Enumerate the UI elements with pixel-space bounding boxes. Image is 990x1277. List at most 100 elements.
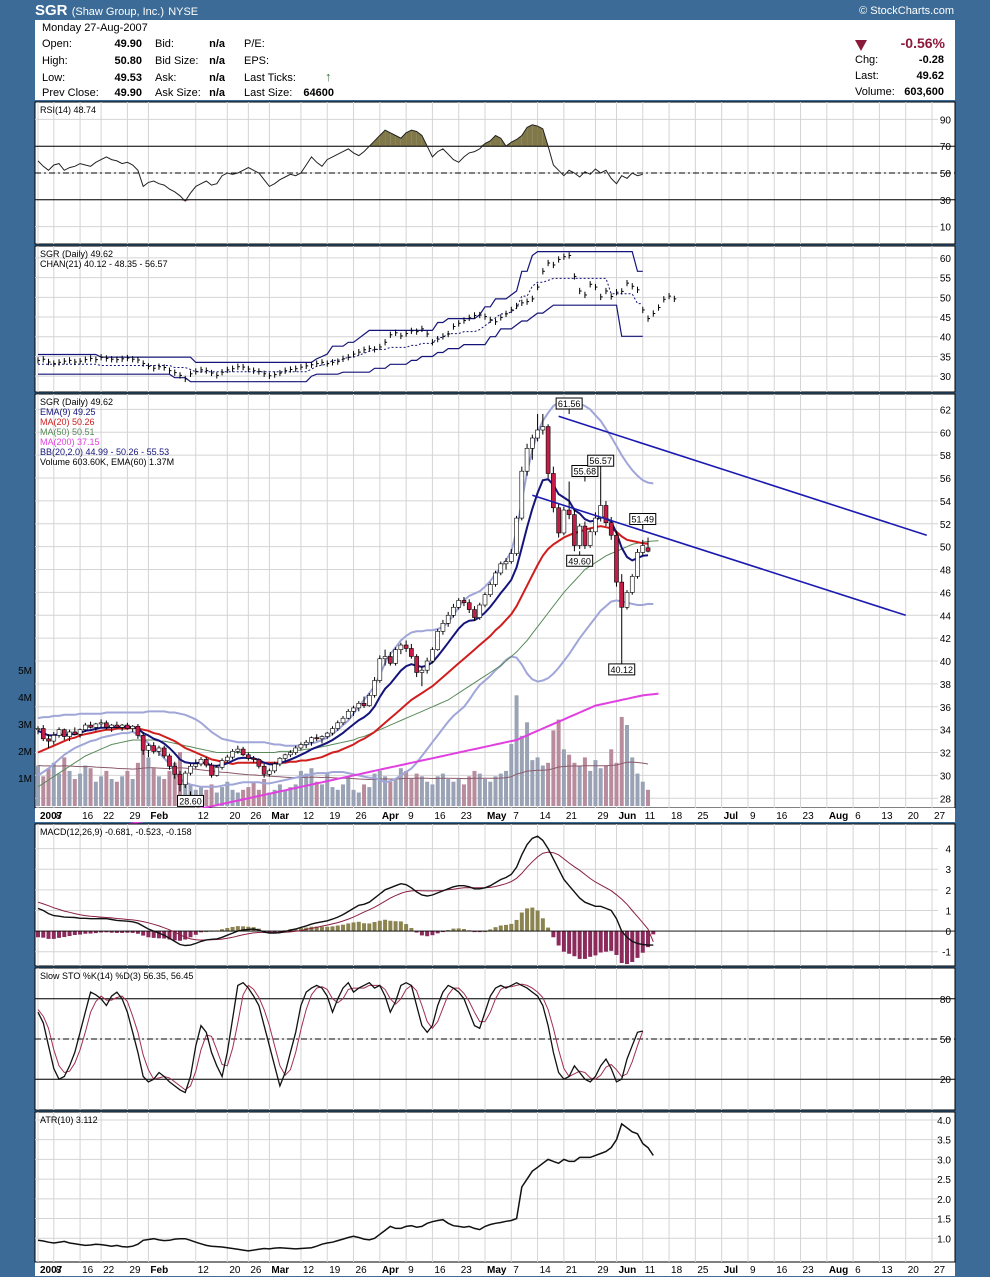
candle-body (419, 669, 425, 673)
candle-body (225, 756, 230, 761)
x-tick-label: 18 (671, 1265, 683, 1276)
x-tick-label: 29 (597, 811, 609, 822)
rsi-overbought-fill (395, 135, 401, 147)
candle-body (298, 744, 304, 749)
candle-body (372, 680, 377, 696)
candle-body (619, 581, 625, 608)
candle-body (608, 522, 614, 536)
y-tick-label: 30 (940, 771, 952, 782)
macd-histogram-bar (83, 931, 88, 934)
last-label: Last: (855, 70, 879, 82)
x-tick-label: 6 (855, 1265, 861, 1276)
volume-bar (114, 781, 119, 806)
candle-body (167, 755, 172, 767)
x-tick-label: 23 (803, 1265, 815, 1276)
volume-bar (362, 784, 367, 806)
candle-body (435, 631, 440, 650)
candle-body (456, 600, 462, 608)
x-tick-label: 16 (82, 811, 94, 822)
macd-histogram-bar (504, 924, 509, 932)
candle-body (203, 759, 209, 766)
macd-histogram-bar (540, 918, 545, 932)
x-tick-label: 14 (540, 811, 552, 822)
bid-size-label: Bid Size: (155, 55, 199, 67)
candle-body (414, 656, 419, 673)
x-tick-label: Jul (724, 811, 739, 822)
x-tick-label: 27 (934, 811, 946, 822)
annotation-box (629, 513, 657, 526)
rsi-overbought-fill (385, 130, 391, 147)
candle-body (519, 470, 525, 519)
volume-bar (72, 779, 77, 806)
x-tick-label: May (487, 811, 507, 822)
y-tick-label: 2.5 (937, 1175, 951, 1186)
macd-histogram-bar (383, 919, 388, 932)
y-tick-label: 48 (940, 566, 952, 577)
x-tick-label: 16 (434, 811, 446, 822)
last-ticks-label: Last Ticks: (244, 72, 296, 84)
candle-body (125, 724, 130, 729)
low-value: 49.53 (114, 72, 142, 84)
macd-histogram-bar (588, 931, 593, 957)
macd-histogram-bar (151, 931, 156, 938)
quote-date: Monday 27-Aug-2007 (42, 22, 148, 34)
volume-bar (151, 768, 156, 806)
candle-body (83, 724, 88, 730)
x-tick-label: 23 (461, 811, 473, 822)
volume-bar (351, 789, 356, 806)
x-tick-label: 9 (408, 1265, 414, 1276)
x-tick-label: 13 (881, 811, 893, 822)
rsi-overbought-fill (532, 124, 538, 147)
candle-body (46, 738, 51, 742)
volume-bar (609, 749, 614, 806)
high-value: 50.80 (114, 55, 142, 67)
candle-body (272, 763, 277, 772)
macd-histogram-bar (120, 931, 125, 933)
candle-body (451, 606, 456, 616)
macd-histogram-bar (67, 931, 72, 937)
macd-histogram-bar (356, 921, 361, 932)
candle-body (156, 747, 162, 752)
volume-bar (256, 789, 261, 806)
x-tick-label: 16 (434, 1265, 446, 1276)
candle-body (140, 735, 146, 751)
volume-bar (398, 768, 403, 806)
ask-size-value: n/a (209, 87, 225, 99)
volume-bar (156, 776, 161, 806)
x-tick-label: 20 (908, 1265, 920, 1276)
volume-bar (546, 762, 551, 806)
rsi-overbought-fill (400, 132, 407, 147)
ask-size-label: Ask Size: (155, 87, 201, 99)
macd-histogram-bar (109, 931, 114, 933)
volume-bar (419, 776, 424, 806)
macd-histogram-bar (199, 931, 204, 933)
x-tick-label: Jun (618, 811, 636, 822)
volume-bar (172, 762, 177, 806)
volume-bar (504, 770, 509, 806)
symbol: SGR (35, 2, 68, 19)
macd-histogram-bar (177, 931, 182, 941)
candle-body (251, 757, 256, 760)
volume-bar (446, 779, 451, 806)
macd-histogram-bar (125, 931, 130, 933)
x-tick-label: 8 (56, 811, 62, 822)
x-tick-label: 20 (908, 811, 920, 822)
macd-histogram-bar (498, 925, 503, 932)
candle-body (624, 592, 630, 608)
volume-bar (214, 792, 219, 806)
panel-legend-text: MA(200) 37.15 (40, 437, 100, 447)
ask-label: Ask: (155, 72, 177, 84)
macd-histogram-bar (530, 907, 535, 932)
rsi-overbought-fill (521, 127, 528, 147)
volume-bar (640, 781, 645, 806)
volume-bar (220, 787, 225, 806)
panel-legend-text: EMA(9) 49.25 (40, 407, 96, 417)
candle-body (498, 563, 504, 574)
macd-histogram-bar (267, 931, 272, 933)
macd-histogram-bar (235, 926, 240, 932)
x-tick-label: 11 (645, 1265, 656, 1276)
candle-body (335, 722, 341, 729)
macd-histogram-bar (567, 931, 572, 954)
candle-body (93, 723, 99, 728)
